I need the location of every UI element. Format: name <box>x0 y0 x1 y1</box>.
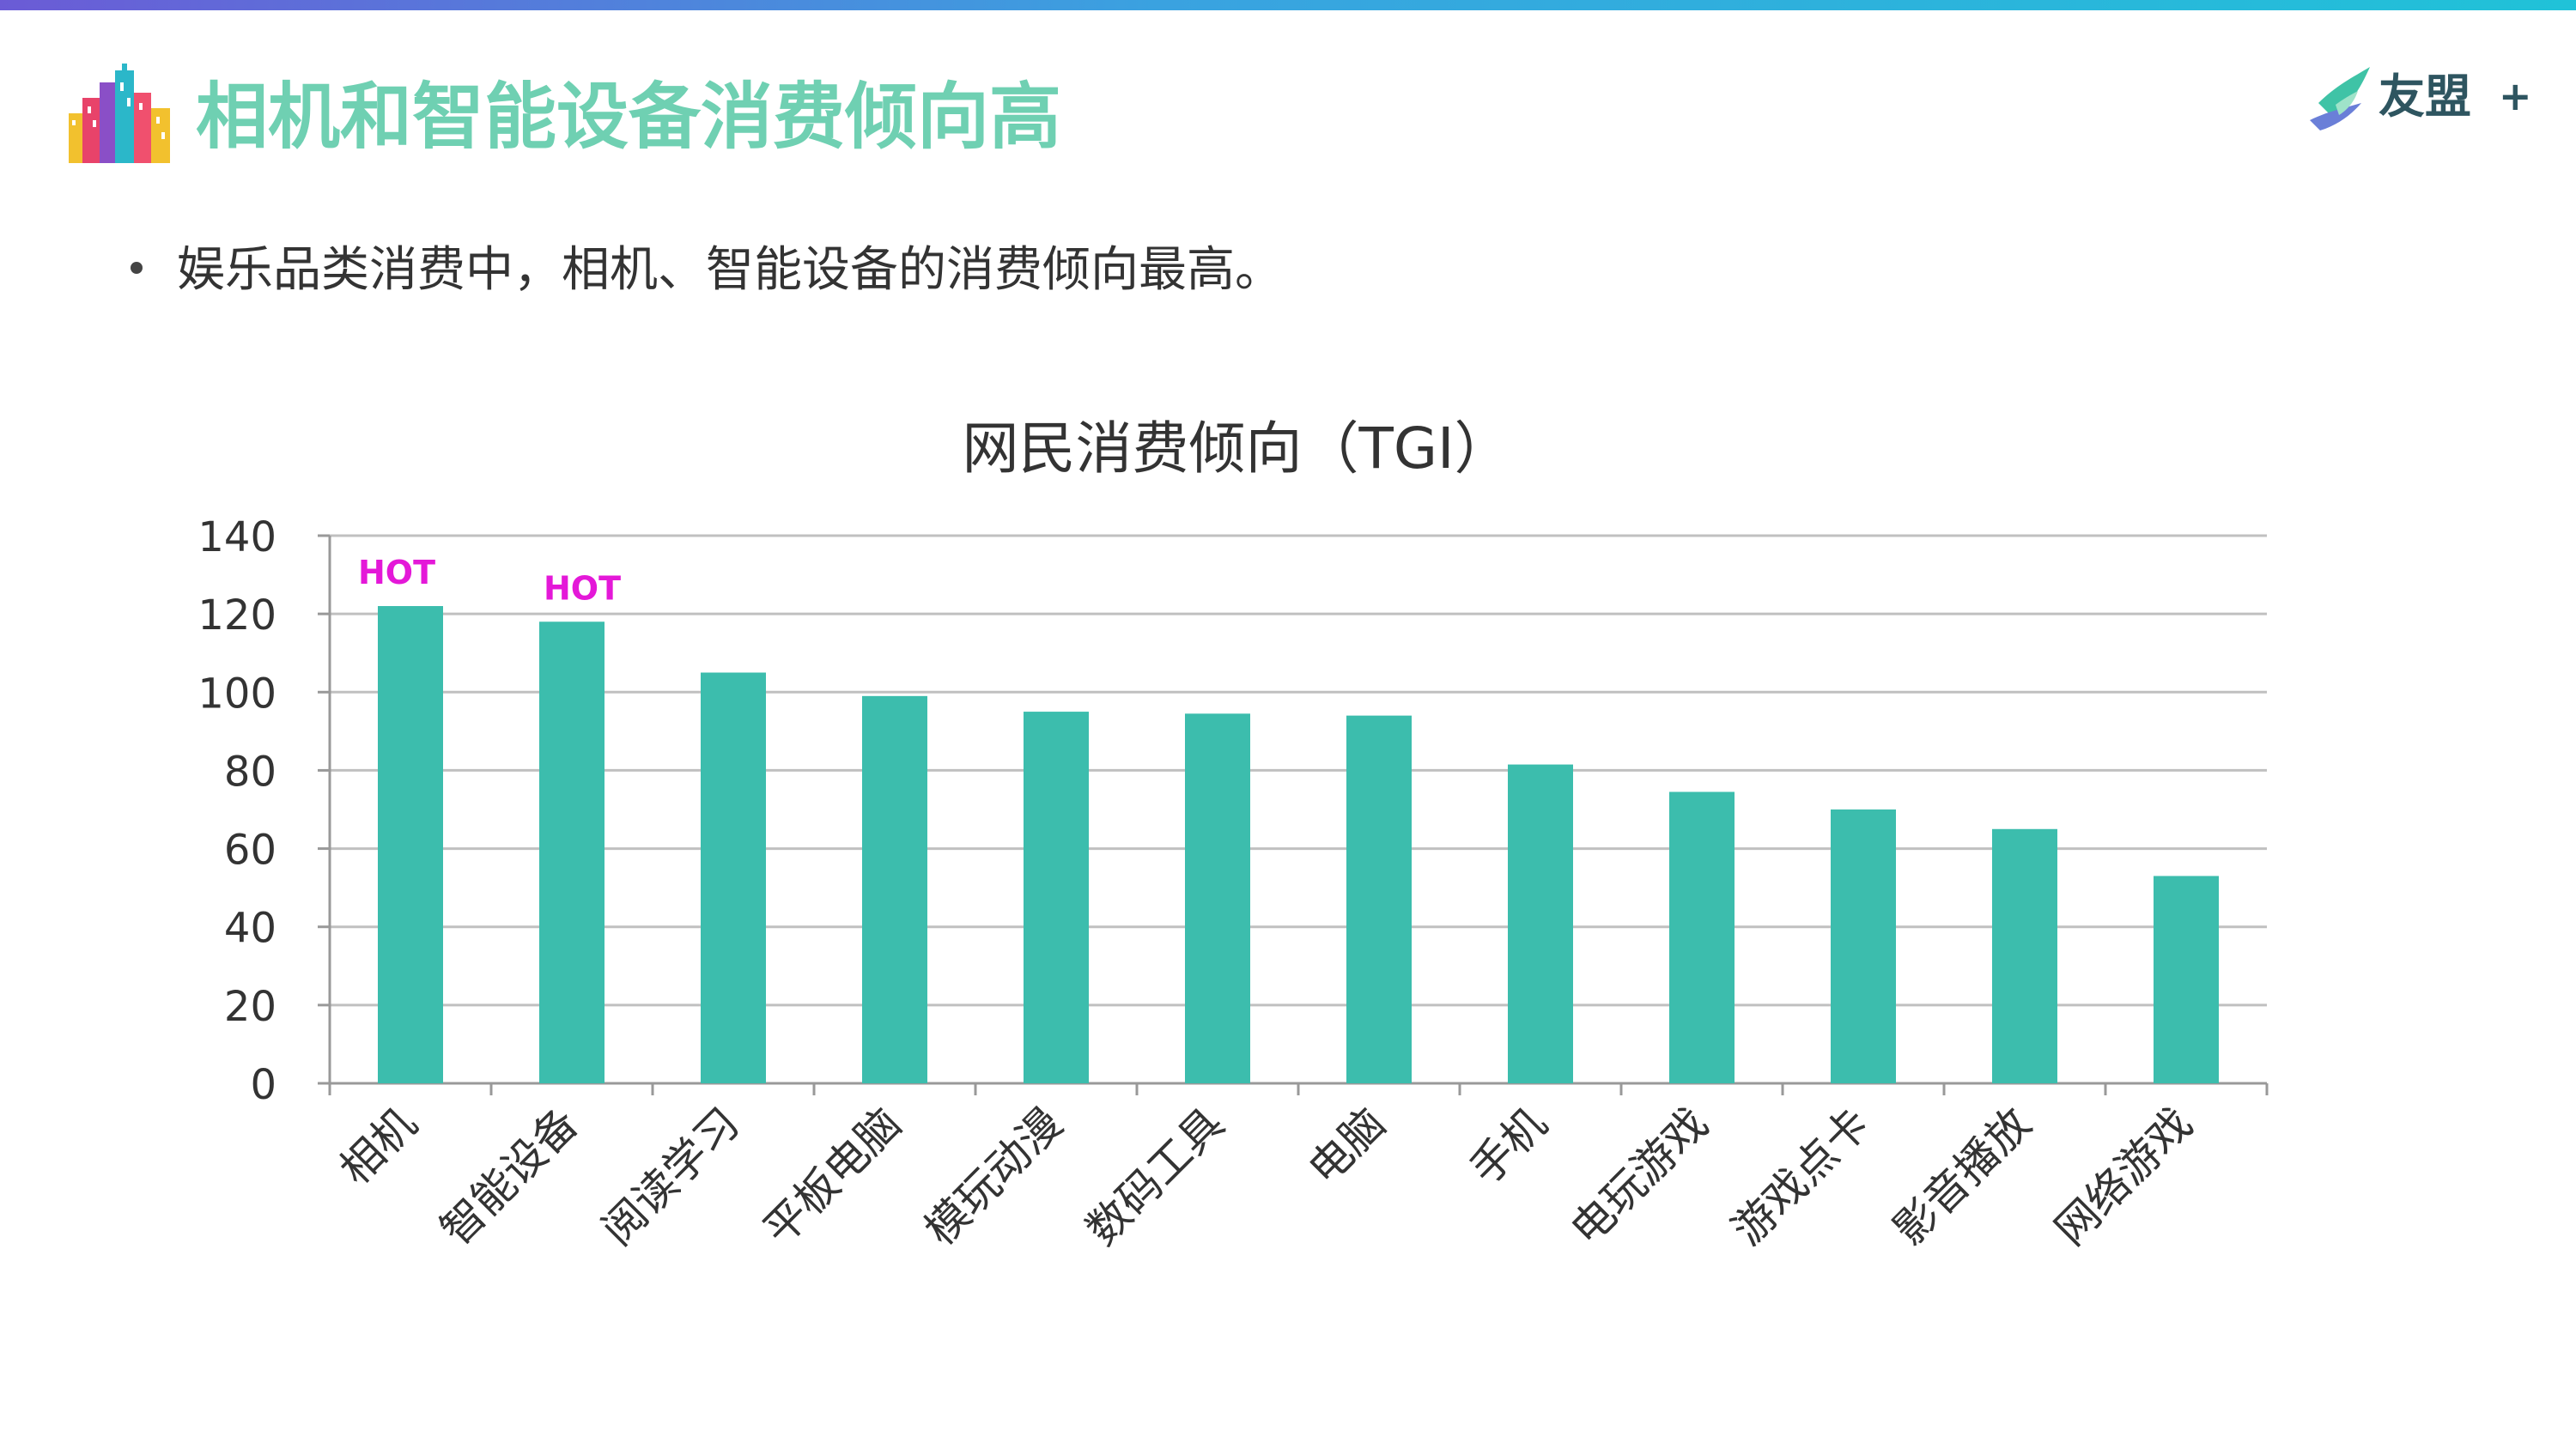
x-tick-label: 模玩动漫 <box>915 1098 1072 1254</box>
x-tick-label: 影音播放 <box>1884 1098 2040 1254</box>
page-title: 相机和智能设备消费倾向高 <box>196 75 1062 159</box>
bar <box>1346 715 1412 1083</box>
y-tick-label: 80 <box>224 748 276 796</box>
x-tick-label: 平板电脑 <box>754 1098 910 1254</box>
y-tick-label: 40 <box>224 905 276 953</box>
bar <box>1185 713 1250 1083</box>
y-tick-label: 60 <box>224 827 276 875</box>
x-tick-label: 相机 <box>331 1098 427 1194</box>
bullet-dot-icon <box>131 261 143 274</box>
x-tick-label: 电脑 <box>1299 1098 1395 1194</box>
bar <box>701 672 766 1083</box>
city-buildings-icon <box>69 64 170 163</box>
bar <box>1669 791 1735 1083</box>
x-tick-label: 网络游戏 <box>2045 1098 2202 1254</box>
x-tick-label: 智能设备 <box>431 1098 587 1254</box>
chart-title: 网民消费倾向（TGI） <box>962 415 1511 482</box>
logo-plus: + <box>2499 73 2532 119</box>
bar <box>2154 876 2219 1083</box>
bar <box>539 621 605 1083</box>
x-tick-label: 阅读学习 <box>592 1098 749 1254</box>
y-tick-label: 120 <box>197 591 276 640</box>
hot-badge: HOT <box>358 554 435 591</box>
bar <box>1831 809 1896 1083</box>
x-tick-label: 数码工具 <box>1077 1098 1233 1254</box>
bullet-point: 娱乐品类消费中，相机、智能设备的消费倾向最高。 <box>131 242 1283 299</box>
bar <box>1508 764 1573 1083</box>
top-accent-bar <box>0 0 2576 10</box>
y-tick-label: 20 <box>224 983 276 1031</box>
umeng-logo-icon <box>2310 67 2370 130</box>
x-tick-label: 手机 <box>1461 1098 1557 1194</box>
hot-badge: HOT <box>544 569 621 607</box>
y-tick-label: 0 <box>250 1061 276 1109</box>
y-tick-label: 100 <box>197 670 276 718</box>
bar <box>862 695 927 1083</box>
y-tick-label: 140 <box>197 513 276 561</box>
x-tick-label: 电玩游戏 <box>1561 1098 1717 1254</box>
bar <box>1992 828 2057 1083</box>
logo-text: 友盟 <box>2379 70 2471 124</box>
x-tick-label: 游戏点卡 <box>1722 1098 1879 1254</box>
bar <box>378 606 443 1083</box>
bullet-text: 娱乐品类消费中，相机、智能设备的消费倾向最高。 <box>177 242 1283 298</box>
bar <box>1024 712 1089 1083</box>
